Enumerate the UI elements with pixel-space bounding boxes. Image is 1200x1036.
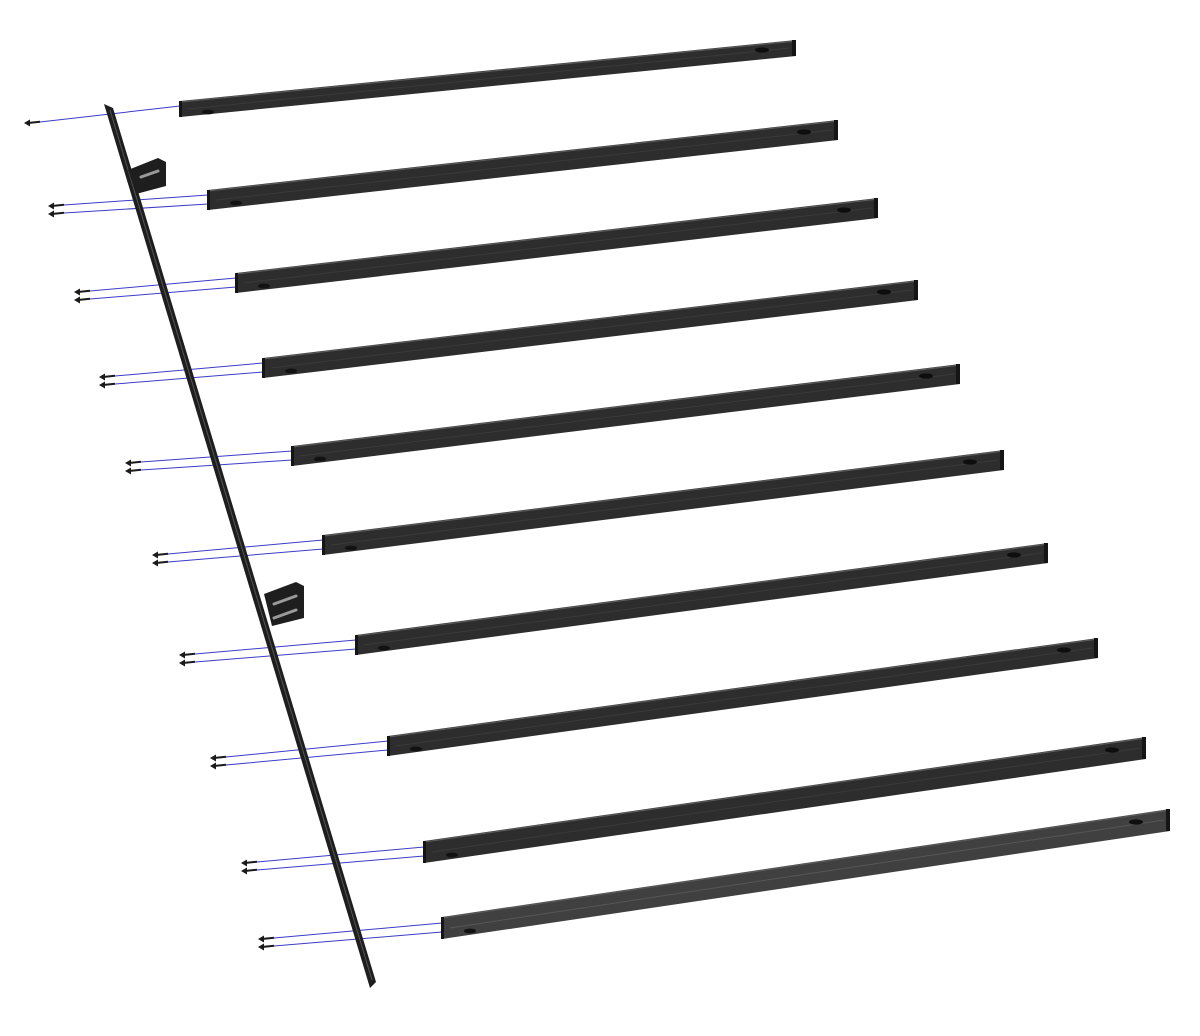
extrusion-end-cap (1044, 543, 1048, 563)
extrusion-groove (449, 819, 1165, 929)
screw-head (179, 651, 185, 659)
extrusions-group (179, 40, 1171, 939)
assembly-line (225, 740, 389, 758)
extrusion-slot (258, 283, 270, 289)
extrusion-groove (187, 47, 791, 110)
screw-head (99, 381, 105, 389)
mounting-rail-group (104, 104, 376, 988)
extrusion-end-cap (387, 736, 390, 756)
screw-head (74, 288, 80, 296)
extrusion-slot (919, 373, 933, 379)
extrusion-edge-highlight (291, 364, 961, 448)
screw-head (241, 859, 247, 867)
extrusion-slot (1057, 647, 1071, 653)
assembly-line (256, 846, 425, 863)
extrusion-groove (330, 459, 999, 546)
extrusion-groove (395, 647, 1093, 747)
extrusion-groove (215, 129, 833, 201)
extrusion-edge-highlight (262, 280, 919, 360)
extrusion-end-cap (1000, 450, 1004, 470)
extrusion-edge-highlight (441, 809, 1171, 919)
extrusion-edge-highlight (355, 543, 1049, 637)
extrusion-slot (755, 47, 769, 53)
extrusion-groove (270, 289, 913, 369)
extrusion-slot (464, 928, 476, 934)
extrusion-slot (202, 109, 214, 115)
extrusion-edge-highlight (387, 638, 1099, 738)
screw-head (210, 762, 216, 770)
extrusion-end-cap (179, 101, 182, 117)
extrusion-slot (837, 207, 851, 213)
extrusion-edge-highlight (235, 198, 879, 275)
screw-head (48, 210, 54, 218)
screw-head (210, 754, 216, 762)
screw-head (125, 459, 131, 467)
assembly-line (194, 639, 357, 655)
extrusion-edge-highlight (207, 120, 839, 192)
extrusion-edge-highlight (423, 737, 1147, 843)
extrusion-groove (299, 373, 955, 457)
extrusion-end-cap (834, 120, 838, 140)
screw-head (179, 659, 185, 667)
screw-head (99, 373, 105, 381)
extrusion-groove (363, 552, 1043, 646)
screws-group (24, 119, 275, 951)
extrusion-end-cap (207, 190, 210, 210)
assembly-lines (39, 105, 443, 947)
extrusion-slot (1007, 552, 1021, 558)
extrusion-end-cap (874, 198, 878, 218)
extrusion-slot (345, 545, 357, 551)
extrusion-slot (446, 852, 458, 858)
extrusion-end-cap (423, 841, 426, 863)
rail-tab-slot (272, 608, 298, 620)
extrusion-end-cap (1166, 809, 1170, 831)
rail-tab-slot (139, 169, 160, 179)
screw-head (258, 935, 264, 943)
extrusion-slot (410, 746, 422, 752)
extrusion-end-cap (262, 358, 265, 378)
extrusion-end-cap (355, 635, 358, 655)
screw-head (74, 296, 80, 304)
screw-head (152, 559, 158, 567)
extrusion-slot (877, 289, 891, 295)
extrusion-slot (1105, 747, 1119, 753)
extrusion-slot (230, 200, 242, 206)
extrusion-edge-highlight (322, 450, 1005, 537)
rail-tab-slot (272, 594, 298, 606)
mounting-rail-edge (109, 109, 373, 981)
screw-head (48, 202, 54, 210)
extrusion-slot (1129, 819, 1143, 825)
extrusion-groove (243, 207, 873, 284)
extrusion-edge-highlight (179, 40, 797, 103)
extrusion-end-cap (291, 446, 294, 466)
extrusion-slot (963, 459, 977, 465)
screw-head (24, 119, 30, 127)
extrusion-slot (797, 129, 811, 135)
extrusion-end-cap (235, 273, 238, 293)
extrusion-end-cap (441, 917, 444, 939)
extrusion-slot (314, 456, 326, 462)
extrusion-groove (431, 747, 1141, 853)
assembly-line (167, 539, 324, 555)
assembly-line (256, 855, 425, 871)
extrusion-end-cap (914, 280, 918, 300)
extrusion-end-cap (1142, 737, 1146, 759)
screw-head (125, 467, 131, 475)
extrusion-end-cap (956, 364, 960, 384)
screw-head (152, 551, 158, 559)
extrusion-slot (378, 645, 390, 651)
extrusion-end-cap (1094, 638, 1098, 658)
rail-tab (264, 582, 304, 626)
screw-head (241, 867, 247, 875)
extrusion-slot (285, 368, 297, 374)
screw-head (258, 943, 264, 951)
extrusion-end-cap (322, 535, 325, 555)
extrusion-end-cap (792, 40, 796, 56)
